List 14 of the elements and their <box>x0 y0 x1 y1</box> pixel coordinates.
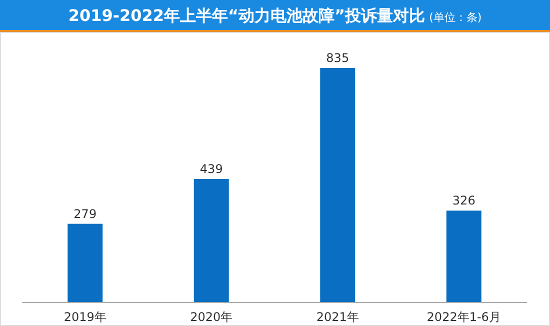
x-tick-label: 2021年 <box>316 310 359 324</box>
bar <box>320 68 356 302</box>
data-label: 439 <box>200 162 223 176</box>
data-label: 279 <box>74 206 97 221</box>
x-tick-label: 2020年 <box>190 310 233 324</box>
bar <box>194 178 229 302</box>
data-label: 326 <box>452 194 476 208</box>
x-tick-label: 2019年 <box>64 310 106 324</box>
chart-title: 2019-2022年上半年“动力电池故障”投诉量对比 <box>68 6 426 25</box>
bar <box>446 210 482 302</box>
bar <box>68 224 103 302</box>
chart-subtitle: (单位：条) <box>429 11 482 24</box>
data-label: 835 <box>326 51 350 65</box>
x-tick-label: 2022年1-6月 <box>426 310 501 324</box>
